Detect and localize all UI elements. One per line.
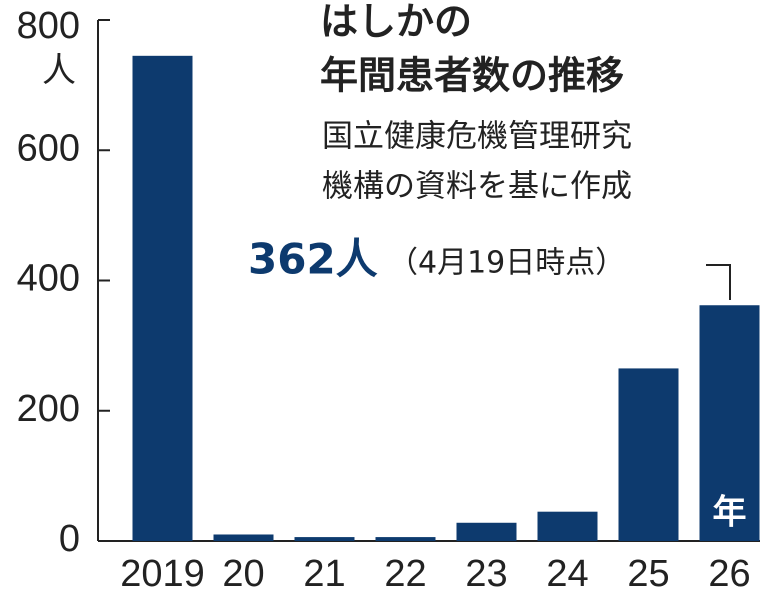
bar bbox=[294, 537, 355, 541]
y-tick-label: 400 bbox=[17, 258, 80, 300]
bar bbox=[375, 537, 436, 541]
x-tick-label: 2019 bbox=[120, 553, 205, 595]
bar bbox=[456, 522, 517, 541]
x-tick-label: 21 bbox=[303, 553, 345, 595]
bar bbox=[132, 55, 193, 541]
x-tick-label: 25 bbox=[627, 553, 669, 595]
x-tick-label: 22 bbox=[384, 553, 426, 595]
x-tick-label: 24 bbox=[546, 553, 588, 595]
source-note: 国立健康危機管理研究 bbox=[322, 119, 632, 155]
bar bbox=[618, 368, 679, 541]
bar bbox=[537, 511, 598, 541]
x-tick-label: 20 bbox=[222, 553, 264, 595]
y-tick-label: 0 bbox=[59, 518, 80, 560]
bar bbox=[699, 305, 760, 541]
y-tick-label: 800 bbox=[17, 5, 80, 47]
chart-title: 年間患者数の推移 bbox=[320, 54, 624, 98]
y-unit: 人 bbox=[42, 51, 76, 91]
bar-label: 年 bbox=[713, 493, 747, 533]
x-tick-label: 23 bbox=[465, 553, 507, 595]
y-tick-label: 200 bbox=[17, 388, 80, 430]
bar bbox=[213, 534, 274, 541]
x-tick-label: 26 bbox=[708, 553, 750, 595]
y-tick-label: 600 bbox=[17, 127, 80, 169]
chart-title: はしかの bbox=[320, 0, 472, 44]
annotation-connector bbox=[706, 264, 731, 300]
annotation-note: （4月19日時点） bbox=[388, 246, 625, 281]
source-note: 機構の資料を基に作成 bbox=[322, 169, 632, 205]
annotation-value: 362人 bbox=[248, 235, 378, 284]
